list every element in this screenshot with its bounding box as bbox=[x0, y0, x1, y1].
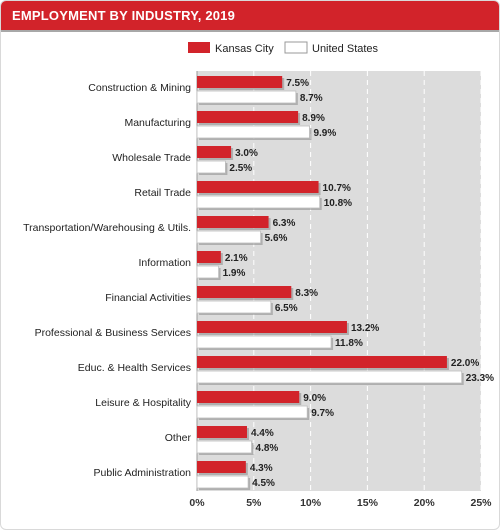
legend-label-united-states: United States bbox=[312, 43, 379, 55]
data-label-kansas-city: 10.7% bbox=[323, 183, 351, 194]
bar-kansas-city bbox=[197, 76, 283, 88]
data-label-united-states: 6.5% bbox=[275, 303, 298, 314]
bar-kansas-city bbox=[197, 426, 247, 438]
x-tick-label: 10% bbox=[300, 497, 322, 509]
bar-united-states bbox=[196, 90, 297, 104]
bar-united-states bbox=[196, 300, 272, 314]
data-label-united-states: 5.6% bbox=[265, 233, 288, 244]
bar-kansas-city bbox=[197, 146, 232, 158]
bar-kansas-city bbox=[197, 251, 221, 263]
bar-united-states bbox=[196, 195, 321, 209]
data-label-kansas-city: 3.0% bbox=[235, 148, 258, 159]
data-label-kansas-city: 13.2% bbox=[351, 323, 379, 334]
bar-united-states bbox=[196, 160, 226, 174]
data-label-united-states: 4.5% bbox=[252, 478, 275, 489]
data-label-united-states: 10.8% bbox=[324, 198, 352, 209]
plot-area bbox=[197, 71, 481, 491]
bar-kansas-city bbox=[197, 216, 269, 228]
category-label: Information bbox=[138, 257, 191, 269]
x-tick-label: 15% bbox=[357, 497, 379, 509]
data-label-united-states: 9.9% bbox=[313, 128, 336, 139]
bar-united-states bbox=[196, 405, 308, 419]
bar-kansas-city bbox=[197, 321, 347, 333]
data-label-kansas-city: 7.5% bbox=[286, 78, 309, 89]
category-label: Leisure & Hospitality bbox=[95, 397, 191, 409]
data-label-united-states: 23.3% bbox=[466, 373, 494, 384]
x-tick-label: 0% bbox=[189, 497, 205, 509]
category-label: Retail Trade bbox=[134, 187, 191, 199]
data-label-kansas-city: 9.0% bbox=[303, 393, 326, 404]
data-label-united-states: 11.8% bbox=[335, 338, 363, 349]
data-label-kansas-city: 4.4% bbox=[251, 428, 274, 439]
bar-united-states bbox=[196, 265, 219, 279]
category-label: Other bbox=[165, 432, 192, 444]
bar-united-states bbox=[196, 440, 252, 454]
x-tick-label: 5% bbox=[246, 497, 262, 509]
category-label: Educ. & Health Services bbox=[78, 362, 191, 374]
bar-kansas-city bbox=[197, 391, 300, 403]
data-label-united-states: 1.9% bbox=[223, 268, 246, 279]
chart-title: EMPLOYMENT BY INDUSTRY, 2019 bbox=[12, 8, 236, 23]
category-label: Wholesale Trade bbox=[112, 152, 191, 164]
data-label-kansas-city: 22.0% bbox=[451, 358, 479, 369]
x-tick-label: 20% bbox=[414, 497, 436, 509]
bar-kansas-city bbox=[197, 111, 299, 123]
data-label-kansas-city: 4.3% bbox=[250, 463, 273, 474]
bar-united-states bbox=[196, 230, 262, 244]
chart-header: EMPLOYMENT BY INDUSTRY, 2019 bbox=[1, 1, 499, 32]
data-label-united-states: 2.5% bbox=[229, 163, 252, 174]
legend-label-kansas-city: Kansas City bbox=[215, 43, 274, 55]
data-label-kansas-city: 2.1% bbox=[225, 253, 248, 264]
data-label-kansas-city: 8.3% bbox=[295, 288, 318, 299]
category-label: Financial Activities bbox=[105, 292, 191, 304]
bar-united-states bbox=[196, 370, 463, 384]
bar-kansas-city bbox=[197, 286, 292, 298]
legend-swatch-kansas-city bbox=[188, 42, 210, 53]
bar-chart: 0% 5% 10% 15% 20% 25% Kansas City United States… bbox=[23, 41, 494, 509]
bar-united-states bbox=[196, 335, 332, 349]
category-label: Construction & Mining bbox=[88, 82, 191, 94]
data-label-kansas-city: 8.9% bbox=[302, 113, 325, 124]
category-label: Public Administration bbox=[94, 467, 192, 479]
data-label-united-states: 9.7% bbox=[311, 408, 334, 419]
bar-united-states bbox=[196, 475, 249, 489]
data-label-united-states: 8.7% bbox=[300, 93, 323, 104]
bar-kansas-city bbox=[197, 181, 319, 193]
bar-kansas-city bbox=[197, 461, 246, 473]
bar-kansas-city bbox=[197, 356, 447, 368]
data-label-united-states: 4.8% bbox=[256, 443, 279, 454]
x-tick-label: 25% bbox=[470, 497, 492, 509]
category-label: Manufacturing bbox=[124, 117, 191, 129]
category-label: Professional & Business Services bbox=[35, 327, 191, 339]
legend-swatch-united-states bbox=[284, 41, 308, 54]
bar-united-states bbox=[196, 125, 310, 139]
data-label-kansas-city: 6.3% bbox=[273, 218, 296, 229]
category-label: Transportation/Warehousing & Utils. bbox=[23, 222, 191, 234]
